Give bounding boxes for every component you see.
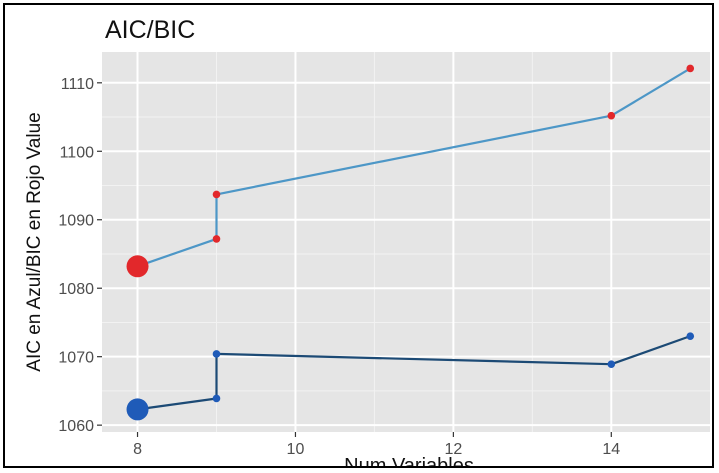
data-point bbox=[607, 111, 616, 120]
x-tick-label: 14 bbox=[602, 441, 620, 458]
y-axis-label: AIC en Azul/BIC en Rojo Value bbox=[24, 112, 45, 371]
chart-title: AIC/BIC bbox=[105, 16, 195, 44]
data-point bbox=[212, 394, 221, 403]
x-tick-label: 8 bbox=[133, 441, 142, 458]
chart-frame: AIC/BIC 1060 1070 1080 1090 1100 1110 8 10 12 14… bbox=[3, 3, 714, 468]
y-tick-label: 1060 bbox=[58, 418, 94, 435]
data-point bbox=[686, 332, 695, 340]
highlight-point bbox=[126, 255, 149, 278]
data-point bbox=[212, 350, 221, 358]
x-axis: 8 10 12 14 bbox=[133, 432, 620, 458]
data-point bbox=[686, 64, 695, 73]
x-axis-label: Num Variables bbox=[344, 455, 474, 466]
x-tick-label: 10 bbox=[287, 441, 305, 458]
data-point bbox=[212, 190, 221, 199]
aic-bic-chart: AIC/BIC 1060 1070 1080 1090 1100 1110 8 10 12 14… bbox=[24, 16, 710, 466]
plot-panel bbox=[102, 52, 710, 432]
data-point bbox=[607, 360, 616, 369]
y-tick-label: 1110 bbox=[61, 76, 94, 93]
y-tick-label: 1100 bbox=[60, 144, 95, 161]
x-tick-label: 12 bbox=[444, 441, 462, 458]
y-axis: 1060 1070 1080 1090 1100 1110 bbox=[58, 76, 102, 435]
series-points bbox=[126, 64, 695, 421]
data-point bbox=[212, 235, 221, 243]
y-tick-label: 1090 bbox=[58, 213, 94, 230]
y-tick-label: 1070 bbox=[58, 350, 94, 367]
highlight-point bbox=[126, 398, 149, 421]
y-tick-label: 1080 bbox=[58, 281, 94, 298]
